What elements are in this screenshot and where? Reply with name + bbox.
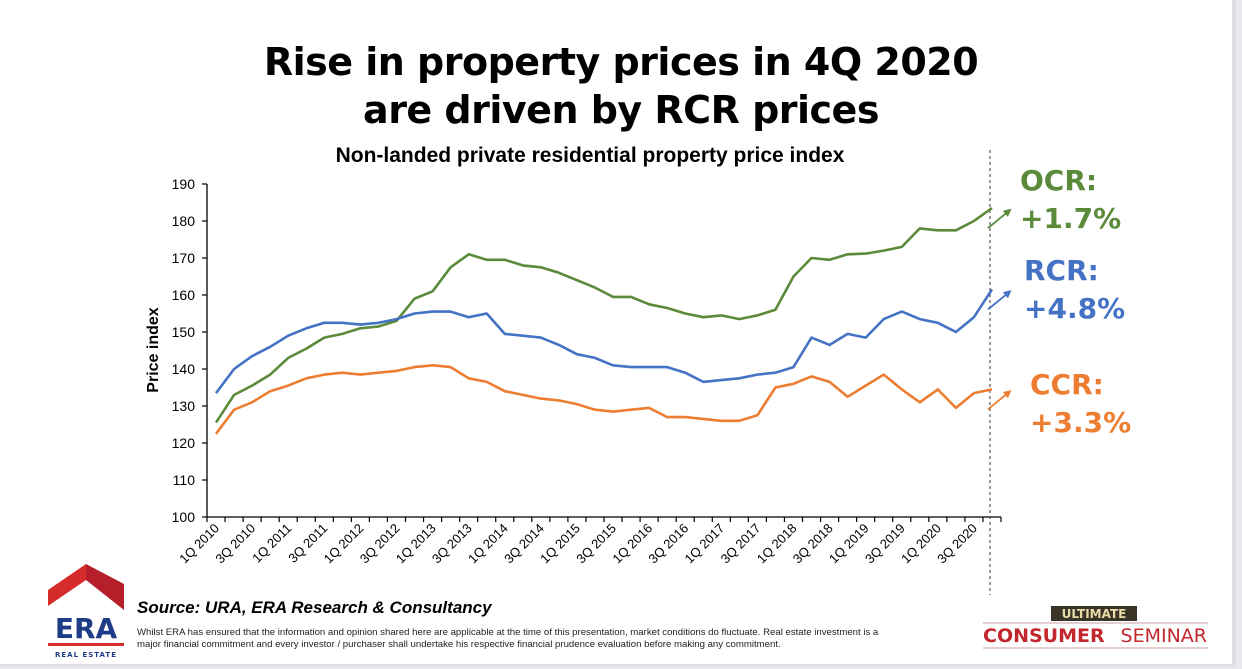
y-tick-label: 140 (172, 361, 196, 377)
trend-arrow-ccr (987, 390, 1012, 411)
y-tick-label: 180 (172, 213, 196, 229)
y-tick-label: 150 (172, 324, 196, 340)
y-tick-label: 130 (172, 398, 196, 414)
series-line-rcr (214, 288, 994, 394)
consumer-seminar-logo: ULTIMATE CONSUMER SEMINAR (983, 606, 1208, 649)
y-tick-label: 120 (172, 435, 196, 451)
slide-title-line2: are driven by RCR prices (363, 88, 879, 132)
y-tick-label: 190 (172, 176, 196, 192)
era-logo-rule (48, 643, 124, 646)
x-tick-label: 3Q 2010 (212, 521, 258, 567)
y-axis-label: Price index (145, 307, 162, 392)
trend-arrow-rcr (987, 290, 1012, 311)
y-tick-label: 100 (172, 509, 196, 525)
annotation-ccr-change: +3.3% (1030, 406, 1132, 439)
y-tick-label: 110 (173, 472, 196, 488)
annotation-rcr-change: +4.8% (1024, 292, 1126, 325)
annotation-ocr-label: OCR: (1020, 164, 1098, 197)
annotation-ocr-change: +1.7% (1020, 202, 1122, 235)
seminar-top-text: ULTIMATE (1062, 607, 1127, 621)
series-line-ocr (214, 207, 993, 424)
series-group (214, 207, 994, 435)
y-tick-label: 160 (172, 287, 196, 303)
x-tick-label: 3Q 2020 (934, 521, 980, 567)
era-logo-text: ERA (55, 612, 118, 645)
annotation-rcr: RCR: +4.8% (1024, 252, 1125, 328)
era-roof-left (48, 564, 86, 606)
series-line-ccr (214, 363, 993, 435)
x-tick-label: 1Q 2011 (249, 521, 294, 566)
disclaimer: Whilst ERA has ensured that the informat… (137, 627, 879, 650)
seminar-bold-text: CONSUMER (983, 625, 1105, 647)
annotation-rcr-label: RCR: (1024, 254, 1099, 287)
y-tick-label: 170 (172, 250, 196, 266)
source-note: Source: URA, ERA Research & Consultancy (137, 598, 492, 617)
trend-arrows (987, 208, 1012, 411)
annotation-ccr: CCR: +3.3% (1030, 366, 1131, 442)
chart-title: Non-landed private residential property … (335, 144, 845, 167)
seminar-light-text: SEMINAR (1121, 625, 1207, 647)
era-logo: ERA REAL ESTATE (48, 564, 124, 659)
slide-title-line1: Rise in property prices in 4Q 2020 (263, 40, 979, 84)
era-logo-subtext: REAL ESTATE (55, 651, 117, 659)
trend-arrow-ocr (987, 208, 1012, 229)
annotation-ocr: OCR: +1.7% (1020, 162, 1121, 238)
era-roof-right (86, 564, 124, 610)
seminar-badge (1051, 606, 1137, 621)
annotation-ccr-label: CCR: (1030, 368, 1104, 401)
